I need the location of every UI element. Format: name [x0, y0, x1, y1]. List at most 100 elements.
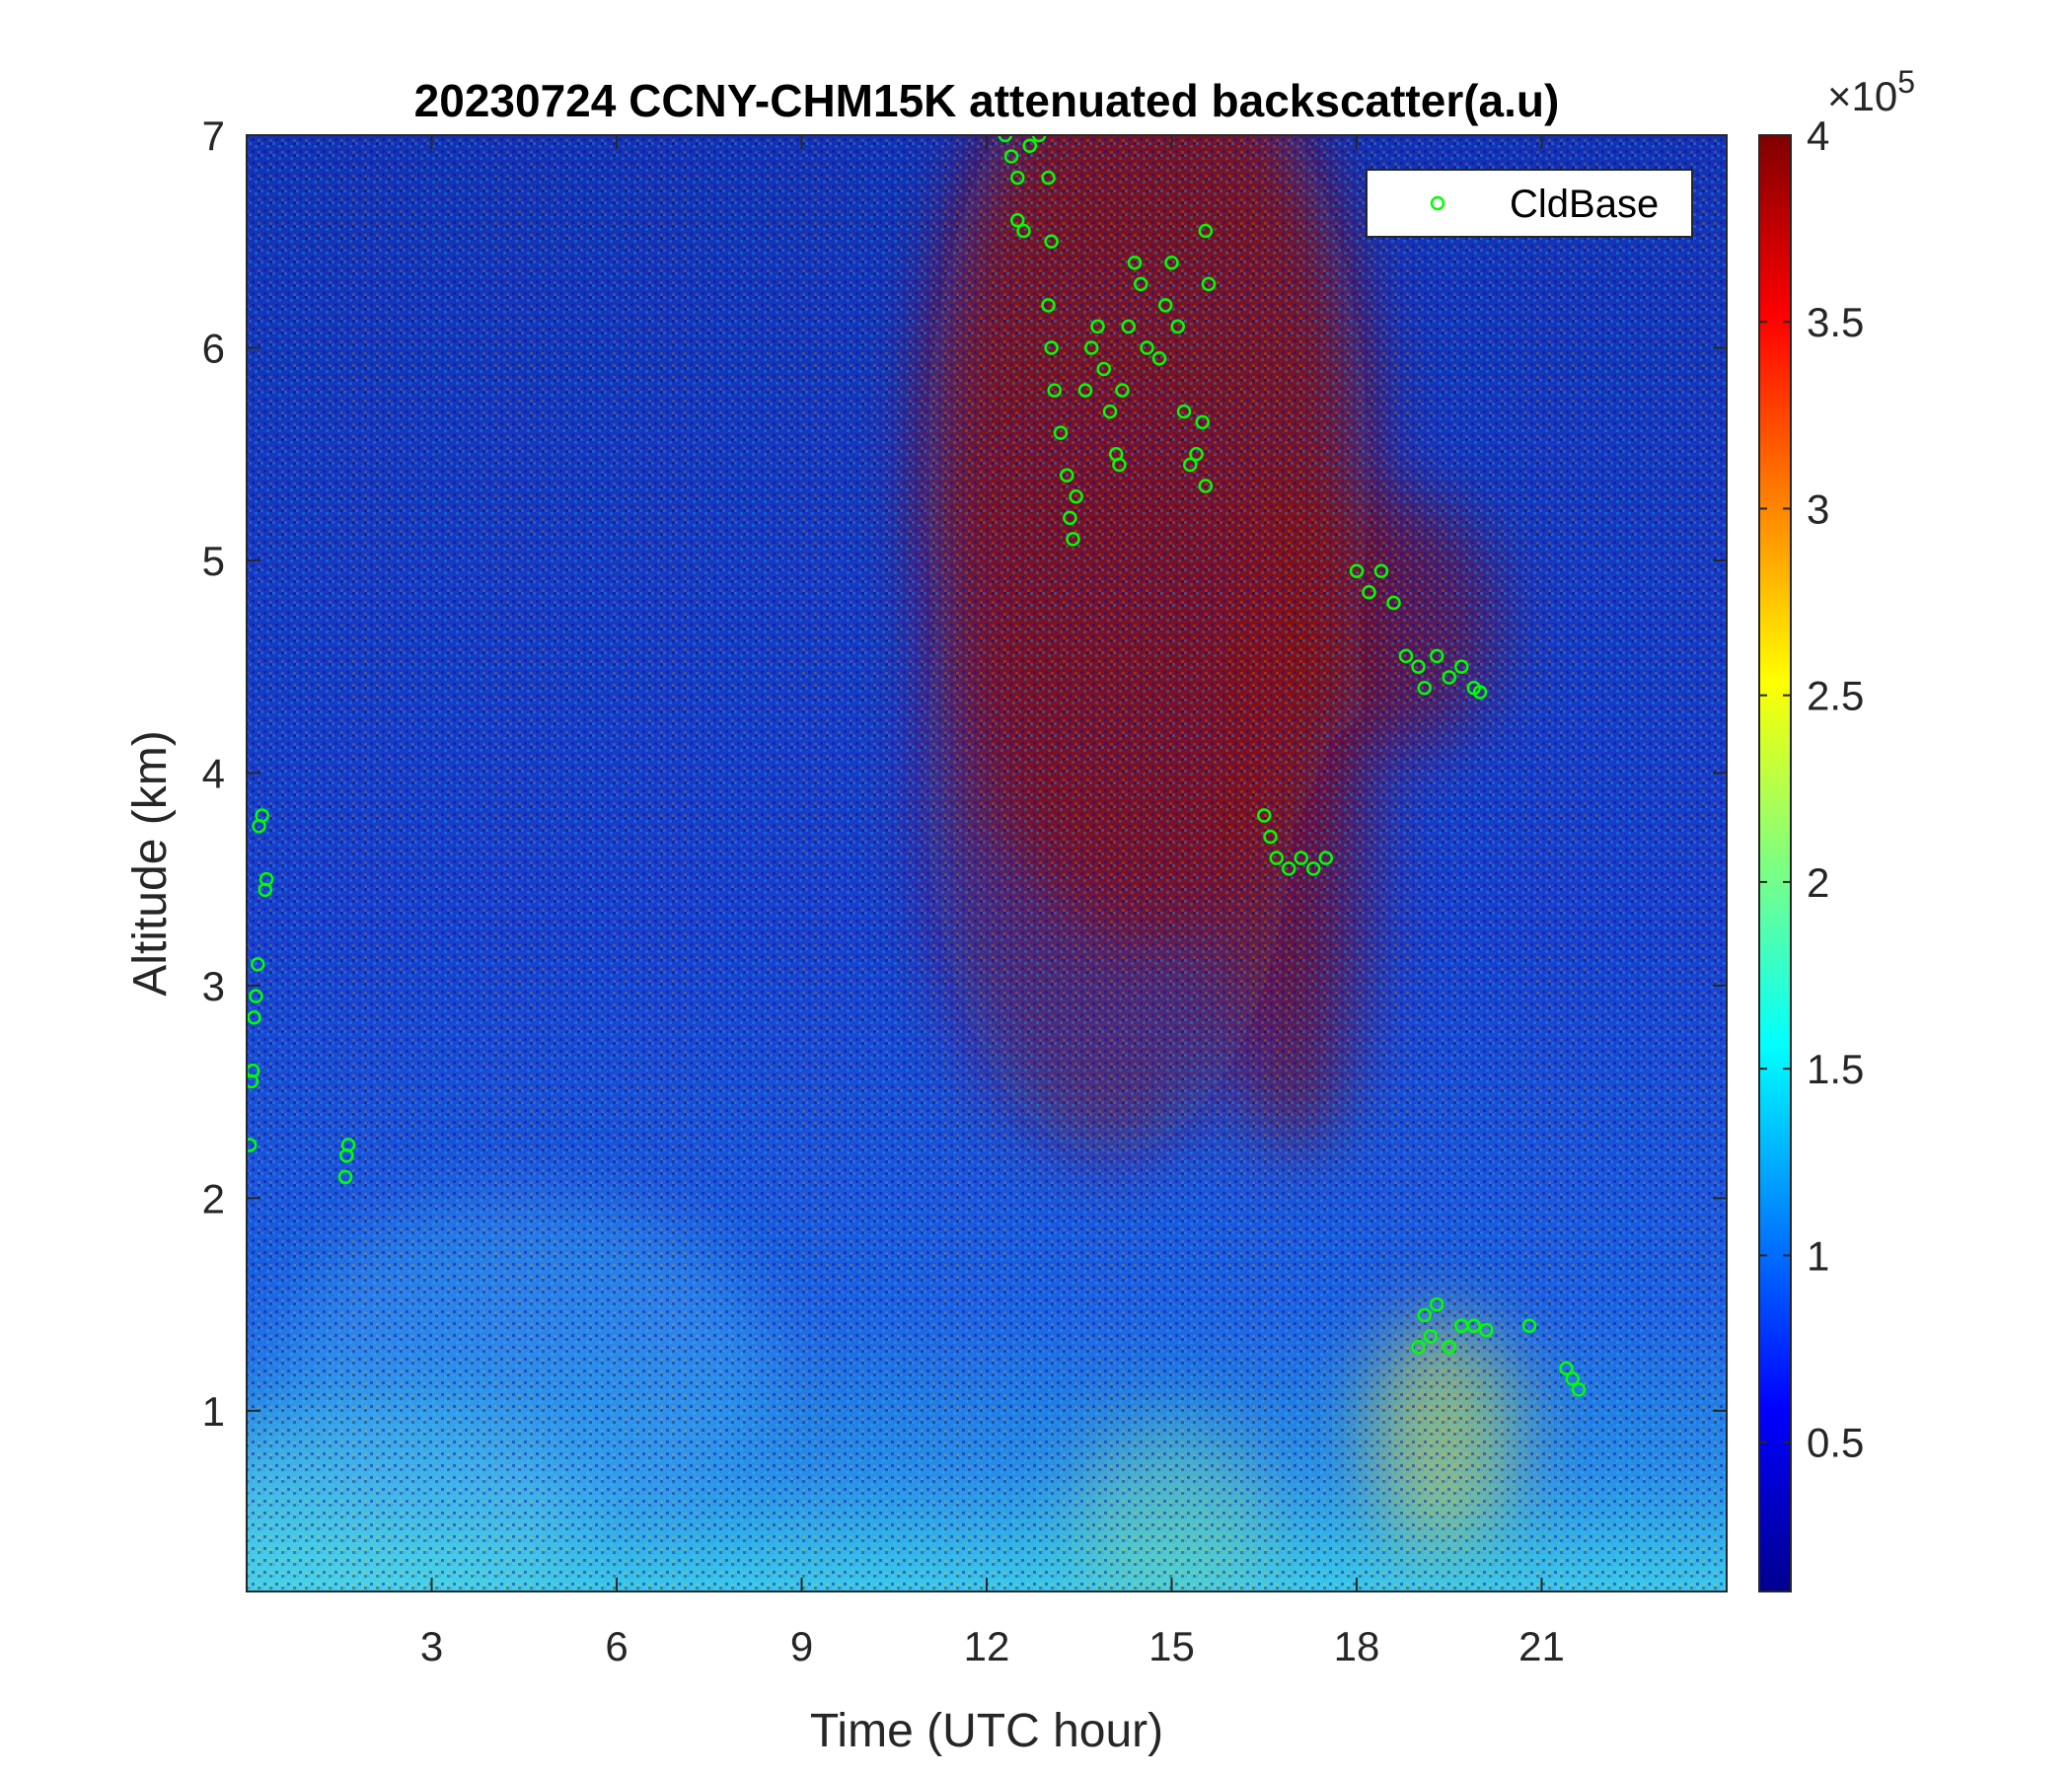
x-tick-label: 9 — [790, 1623, 813, 1669]
cldbase-point — [1417, 1307, 1432, 1323]
cldbase-point — [1263, 829, 1278, 845]
cldbase-point — [1134, 276, 1148, 292]
cldbase-point — [998, 135, 1012, 143]
cldbase-point — [1069, 489, 1083, 504]
legend-marker-icon — [1430, 195, 1445, 211]
cldbase-point — [1170, 319, 1185, 334]
cldbase-point — [1417, 680, 1432, 696]
colorbar-exponent-power: 5 — [1897, 64, 1915, 100]
y-tick-label: 4 — [202, 750, 225, 796]
legend-entry-cldbase: CldBase — [1510, 183, 1659, 226]
cldbase-point — [1442, 670, 1456, 685]
cldbase-point — [1044, 234, 1059, 249]
colorbar-tick-label: 2 — [1807, 859, 1829, 906]
cldbase-point — [1010, 170, 1025, 185]
cldbase-point — [1022, 138, 1037, 154]
cldbase-point — [1373, 563, 1389, 578]
cldbase-point — [1112, 457, 1127, 473]
cldbase-point — [1140, 340, 1154, 355]
cldbase-point — [1442, 1339, 1456, 1355]
cldbase-point — [251, 957, 265, 972]
x-tick-label: 3 — [420, 1623, 443, 1669]
cldbase-point — [1282, 861, 1296, 876]
y-axis-label: Altitude (km) — [124, 730, 177, 996]
colorbar-exponent-base: ×10 — [1827, 73, 1897, 119]
cldbase-point — [1041, 170, 1056, 185]
cldbase-point — [1127, 256, 1143, 270]
y-tick-label: 2 — [202, 1175, 225, 1221]
legend[interactable]: CldBase — [1366, 169, 1693, 238]
cldbase-point — [1201, 276, 1217, 292]
x-tick-label: 12 — [964, 1623, 1010, 1669]
cldbase-point — [1362, 585, 1376, 600]
x-tick-label: 15 — [1148, 1623, 1195, 1669]
cldbase-point — [1016, 223, 1031, 239]
colorbar-gradient — [1758, 134, 1792, 1592]
cldbase-series — [247, 135, 1587, 1397]
x-tick-label: 18 — [1334, 1623, 1380, 1669]
cldbase-point — [337, 1169, 353, 1185]
colorbar: 0.5 1 1.5 2 2.5 3 3.5 4 ×105 — [1758, 64, 1915, 1592]
cldbase-point — [1198, 479, 1214, 493]
cldbase-point — [1060, 468, 1074, 483]
colorbar-tick-label: 1 — [1807, 1232, 1829, 1279]
cldbase-point — [1077, 383, 1093, 398]
cldbase-point — [1090, 319, 1105, 334]
colorbar-ticks: 0.5 1 1.5 2 2.5 3 3.5 4 — [1759, 112, 1864, 1466]
x-axis-label: Time (UTC hour) — [810, 1705, 1163, 1757]
cldbase-point — [1349, 563, 1365, 578]
cldbase-point — [259, 871, 274, 887]
plot-area — [247, 135, 1727, 1591]
y-tick-label: 5 — [202, 538, 225, 584]
cldbase-point — [1031, 135, 1047, 143]
cldbase-point — [1121, 319, 1136, 334]
cldbase-point — [1053, 425, 1069, 440]
cldbase-point — [1115, 383, 1130, 398]
cldbase-point — [1044, 340, 1059, 355]
legend-box — [1366, 169, 1693, 238]
cldbase-point — [1398, 648, 1414, 664]
cldbase-point — [1521, 1318, 1537, 1333]
cldbase-point — [1386, 595, 1401, 611]
cldbase-point — [247, 1009, 261, 1025]
cldbase-point — [249, 989, 263, 1003]
cldbase-point — [1158, 298, 1173, 313]
y-tick-label: 7 — [202, 112, 225, 159]
colorbar-tick-label: 3.5 — [1807, 299, 1864, 345]
cldbase-point — [247, 1138, 258, 1152]
y-axis: 1 2 3 4 5 6 7 — [202, 112, 1727, 1435]
cldbase-point — [1294, 851, 1308, 865]
cldbase-point — [1559, 1361, 1574, 1376]
cldbase-point — [255, 808, 269, 823]
x-tick-label: 6 — [605, 1623, 628, 1669]
cldbase-point — [1430, 648, 1444, 664]
colorbar-tick-label: 4 — [1807, 112, 1829, 159]
cldbase-point — [1479, 1322, 1494, 1338]
cldbase-point — [1096, 361, 1111, 377]
colorbar-tick-label: 2.5 — [1807, 673, 1864, 719]
cldbase-point — [1454, 659, 1469, 674]
cldbase-point — [1423, 1329, 1439, 1344]
cldbase-point — [1269, 851, 1284, 865]
cldbase-point — [1041, 298, 1056, 313]
cldbase-point — [1411, 1339, 1426, 1355]
cldbase-point — [1010, 212, 1025, 228]
y-tick-label: 6 — [202, 325, 225, 371]
colorbar-tick-label: 3 — [1807, 485, 1829, 532]
cldbase-point — [1047, 383, 1062, 398]
cldbase-point — [1183, 457, 1198, 473]
cldbase-point — [1063, 510, 1077, 526]
chart-title: 20230724 CCNY-CHM15K attenuated backscat… — [414, 75, 1560, 126]
cldbase-point — [1164, 256, 1179, 270]
cldbase-point — [1466, 1318, 1481, 1333]
y-tick-label: 3 — [202, 963, 225, 1009]
y-tick-label: 1 — [202, 1388, 225, 1435]
colorbar-tick-label: 0.5 — [1807, 1420, 1864, 1466]
cldbase-point — [1066, 532, 1080, 547]
cldbase-point — [1318, 851, 1333, 865]
x-tick-label: 21 — [1518, 1623, 1565, 1669]
cldbase-point — [1571, 1382, 1587, 1397]
cldbase-point — [1084, 340, 1099, 355]
colorbar-exponent-label: ×105 — [1827, 64, 1915, 119]
